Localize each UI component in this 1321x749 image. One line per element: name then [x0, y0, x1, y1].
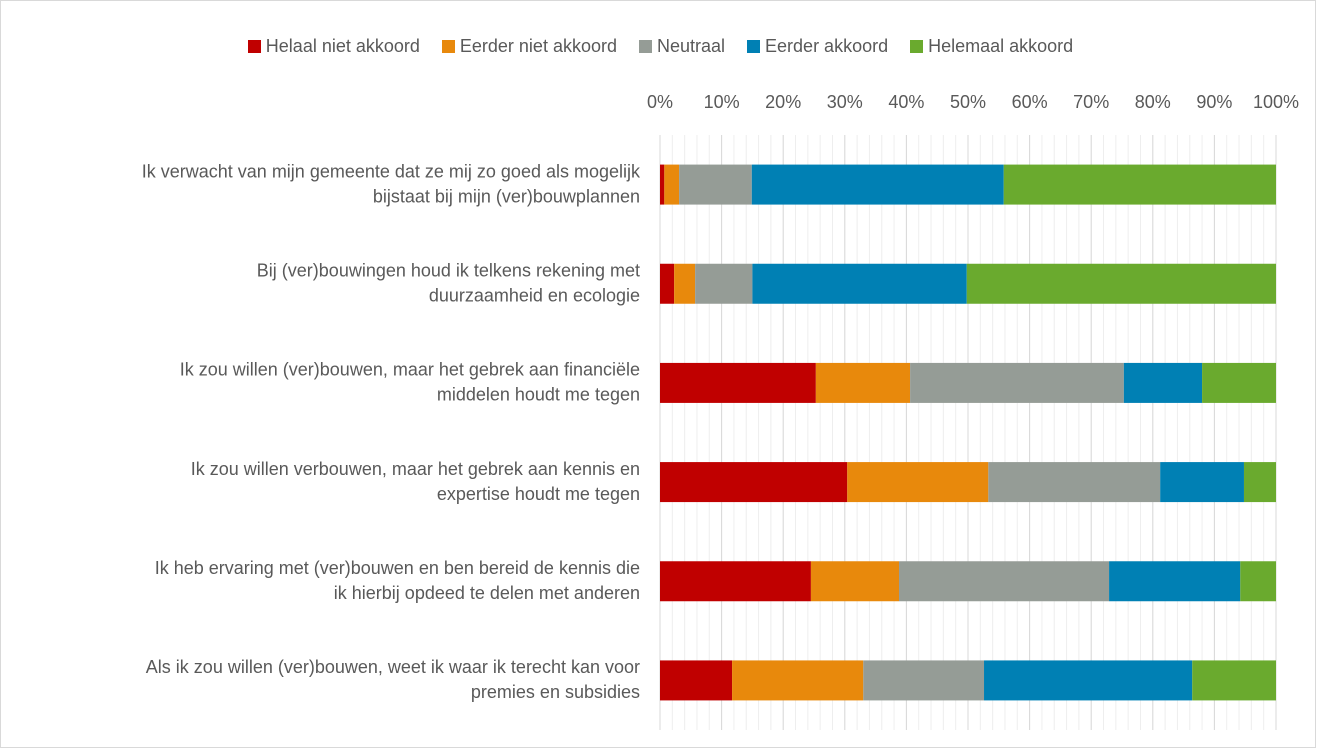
bar-segment — [899, 561, 1110, 602]
bar-segment — [863, 660, 985, 701]
legend-label: Neutraal — [656, 36, 726, 56]
y-tick-label: Ik zou willen verbouwen, maar het gebrek… — [191, 459, 640, 479]
bar-segment — [1240, 561, 1276, 602]
bar-segment — [988, 462, 1161, 503]
bar-segment — [660, 660, 733, 701]
y-tick-label: Ik zou willen (ver)bouwen, maar het gebr… — [180, 360, 640, 380]
x-tick-label: 40% — [888, 92, 924, 112]
bar-segment — [664, 164, 680, 205]
legend-swatch — [441, 40, 455, 53]
legend-label: Eerder akkoord — [765, 36, 889, 56]
bar-segment — [752, 263, 967, 304]
bar-segment — [660, 263, 675, 304]
bar-segment — [1202, 362, 1276, 403]
bar-segment — [732, 660, 864, 701]
legend-label: Eerder niet akkoord — [459, 36, 617, 56]
y-tick-label: middelen houdt me tegen — [437, 385, 640, 405]
y-tick-label: Ik heb ervaring met (ver)bouwen en ben b… — [155, 558, 640, 578]
bar-segment — [660, 164, 665, 205]
y-tick-label: bijstaat bij mijn (ver)bouwplannen — [373, 186, 640, 206]
legend: Helaal niet akkoord Eerder niet akkoord Ne… — [0, 36, 1321, 57]
x-tick-label: 30% — [827, 92, 863, 112]
bar-segment — [815, 362, 911, 403]
legend-swatch — [910, 40, 924, 53]
bar-segment — [695, 263, 753, 304]
x-tick-label: 0% — [647, 92, 673, 112]
bar-segment — [1003, 164, 1276, 205]
x-tick-label: 60% — [1012, 92, 1048, 112]
x-tick-label: 20% — [765, 92, 801, 112]
legend-label: Helaal niet akkoord — [265, 36, 420, 56]
legend-item: Eerder akkoord — [747, 36, 888, 57]
bar-segment — [966, 263, 1276, 304]
bar-segment — [674, 263, 696, 304]
bar-segment — [847, 462, 989, 503]
bar-segment — [1109, 561, 1241, 602]
bar-segment — [679, 164, 752, 205]
legend-item: Eerder niet akkoord — [441, 36, 617, 57]
x-tick-label: 100% — [1253, 92, 1299, 112]
x-tick-label: 10% — [704, 92, 740, 112]
x-tick-label: 50% — [950, 92, 986, 112]
bar-segment — [660, 462, 848, 503]
legend-item: Neutraal — [638, 36, 726, 57]
bar-segment — [1160, 462, 1244, 503]
y-tick-label: Bij (ver)bouwingen houd ik telkens reken… — [257, 261, 640, 281]
bar-segment — [660, 362, 816, 403]
x-tick-label: 80% — [1135, 92, 1171, 112]
y-tick-label: Als ik zou willen (ver)bouwen, weet ik w… — [146, 657, 640, 677]
y-tick-label: duurzaamheid en ecologie — [429, 286, 640, 306]
y-tick-label: premies en subsidies — [471, 682, 640, 702]
bar-segment — [984, 660, 1193, 701]
legend-item: Helaal niet akkoord — [247, 36, 420, 57]
legend-swatch — [747, 40, 761, 53]
legend-label: Helemaal akkoord — [928, 36, 1074, 56]
x-tick-label: 90% — [1196, 92, 1232, 112]
legend-swatch — [247, 40, 261, 53]
bar-segment — [810, 561, 900, 602]
legend-item: Helemaal akkoord — [910, 36, 1073, 57]
bar-segment — [1243, 462, 1276, 503]
y-tick-label: expertise houdt me tegen — [437, 484, 640, 504]
x-tick-label: 70% — [1073, 92, 1109, 112]
bar-segment — [660, 561, 811, 602]
legend-swatch — [638, 40, 652, 53]
bar-segment — [1192, 660, 1276, 701]
bar-segment — [751, 164, 1004, 205]
y-tick-label: Ik verwacht van mijn gemeente dat ze mij… — [142, 161, 641, 181]
bar-segment — [1123, 362, 1203, 403]
y-tick-label: ik hierbij opdeed te delen met anderen — [334, 583, 640, 603]
bar-segment — [910, 362, 1124, 403]
